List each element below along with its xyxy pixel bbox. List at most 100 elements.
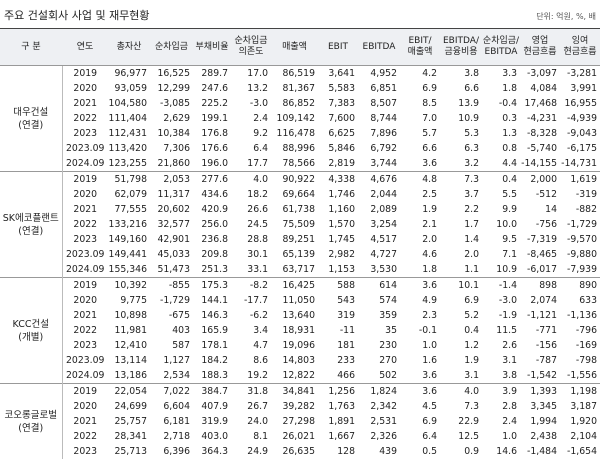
value-cell: 69,664 [282, 189, 315, 200]
value-cell: 2.6 [502, 340, 517, 351]
value-cell: 6,851 [370, 83, 397, 94]
value-cell: 17.7 [247, 158, 268, 169]
value-cell: 61,738 [282, 204, 315, 215]
value-cell: 574 [379, 295, 397, 306]
value-cell: 165.9 [201, 325, 228, 336]
year-cell: 2023.09 [66, 143, 105, 154]
value-cell: 10,392 [108, 277, 150, 293]
value-cell: 13,114 [114, 355, 147, 366]
value-cell: 6.9 [422, 83, 437, 94]
value-cell: 2,534 [163, 370, 190, 381]
group-sublabel: (개별) [18, 331, 44, 343]
group-label-cell: KCC건설 (개별) [0, 277, 63, 384]
value-cell: 6,181 [163, 416, 190, 427]
value-cell: 2,000 [520, 171, 560, 187]
value-cell: 0.4 [482, 171, 520, 187]
year-cell: 2021 [73, 416, 98, 427]
value-cell: 3.6 [400, 277, 440, 293]
value-cell: 230 [379, 340, 397, 351]
value-cell: -3,085 [160, 98, 190, 109]
year-cell: 2024.09 [66, 370, 105, 381]
value-cell: 6,792 [370, 143, 397, 154]
table-row: 2024.09 123,255 21,860 196.0 17.7 78,566 2,819… [0, 156, 600, 172]
value-cell: 256.0 [201, 219, 228, 230]
year-cell: 2023 [73, 234, 98, 245]
value-cell: 18.2 [247, 189, 268, 200]
value-cell: -512 [535, 189, 557, 200]
value-cell: -1,542 [527, 370, 557, 381]
value-cell: 16,955 [564, 98, 597, 109]
value-cell: 1.0 [502, 431, 517, 442]
value-cell: -0.1 [418, 325, 437, 336]
value-cell: 30.1 [247, 249, 268, 260]
value-cell: 225.2 [201, 98, 228, 109]
value-cell: 1,920 [570, 416, 597, 427]
value-cell: 247.6 [201, 83, 228, 94]
value-cell: 1,667 [328, 431, 355, 442]
value-cell: 5.3 [464, 128, 479, 139]
value-cell: 2,718 [163, 431, 190, 442]
year-cell: 2023 [73, 340, 98, 351]
value-cell: 24.5 [247, 219, 268, 230]
value-cell: 3.8 [502, 370, 517, 381]
value-cell: 5.2 [464, 310, 479, 321]
value-cell: 502 [379, 370, 397, 381]
column-header: 순차입금/ EBITDA [482, 28, 520, 66]
unit-note: 단위: 억원, %, 배 [536, 12, 596, 21]
value-cell: 2.3 [422, 310, 437, 321]
value-cell: 113,420 [108, 143, 147, 154]
value-cell: -9,043 [567, 128, 597, 139]
value-cell: 1,160 [328, 204, 355, 215]
value-cell: 289.7 [193, 65, 231, 81]
value-cell: 86,519 [271, 65, 318, 81]
value-cell: 77,555 [114, 204, 147, 215]
value-cell: 0.8 [502, 143, 517, 154]
value-cell: -1,556 [567, 370, 597, 381]
value-cell: 3.7 [464, 189, 479, 200]
value-cell: 3.6 [400, 383, 440, 399]
table-row: 2022 111,404 2,629 199.1 2.4 109,142 7,600 8,74… [0, 111, 600, 126]
value-cell: 65,139 [282, 249, 315, 260]
value-cell: 1,824 [358, 383, 400, 399]
value-cell: 51,473 [157, 264, 190, 275]
value-cell: 3,530 [370, 264, 397, 275]
value-cell: 2,074 [530, 295, 557, 306]
value-cell: 4.5 [422, 401, 437, 412]
value-cell: 28,341 [114, 431, 147, 442]
value-cell: 359 [379, 310, 397, 321]
value-cell: 1,393 [520, 383, 560, 399]
group-label: SK에코플랜트 [2, 212, 59, 224]
value-cell: 116,478 [276, 128, 315, 139]
value-cell: 2,982 [328, 249, 355, 260]
value-cell: -14,155 [521, 158, 557, 169]
value-cell: 2,819 [328, 158, 355, 169]
value-cell: 403 [172, 325, 190, 336]
value-cell: 176.8 [201, 128, 228, 139]
value-cell: 3,345 [530, 401, 557, 412]
value-cell: 3.4 [253, 325, 268, 336]
value-cell: -9,570 [567, 234, 597, 245]
value-cell: 184.2 [201, 355, 228, 366]
value-cell: 81,367 [282, 83, 315, 94]
value-cell: 22,054 [108, 383, 150, 399]
value-cell: 19.2 [247, 370, 268, 381]
table-row: 2023 25,713 6,396 364.3 24.9 26,635 128 439 0.5 0… [0, 444, 600, 459]
value-cell: 90,922 [271, 171, 318, 187]
table-row: 2021 77,555 20,602 420.9 26.6 61,738 1,160 2,08… [0, 202, 600, 217]
value-cell: -4,939 [567, 113, 597, 124]
value-cell: 1.3 [502, 128, 517, 139]
year-cell: 2021 [73, 204, 98, 215]
title: 주요 건설회사 사업 및 재무현황 [4, 9, 150, 22]
value-cell: 8.5 [422, 98, 437, 109]
value-cell: -3,281 [560, 65, 600, 81]
value-cell: 89,251 [282, 234, 315, 245]
value-cell: 1,891 [328, 416, 355, 427]
value-cell: 233 [337, 355, 355, 366]
value-cell: 588 [318, 277, 358, 293]
value-cell: 2,104 [570, 431, 597, 442]
value-cell: 6.3 [464, 143, 479, 154]
year-cell: 2024.09 [66, 158, 105, 169]
year-cell: 2022 [73, 431, 98, 442]
value-cell: 78,566 [282, 158, 315, 169]
value-cell: 9.9 [502, 204, 517, 215]
